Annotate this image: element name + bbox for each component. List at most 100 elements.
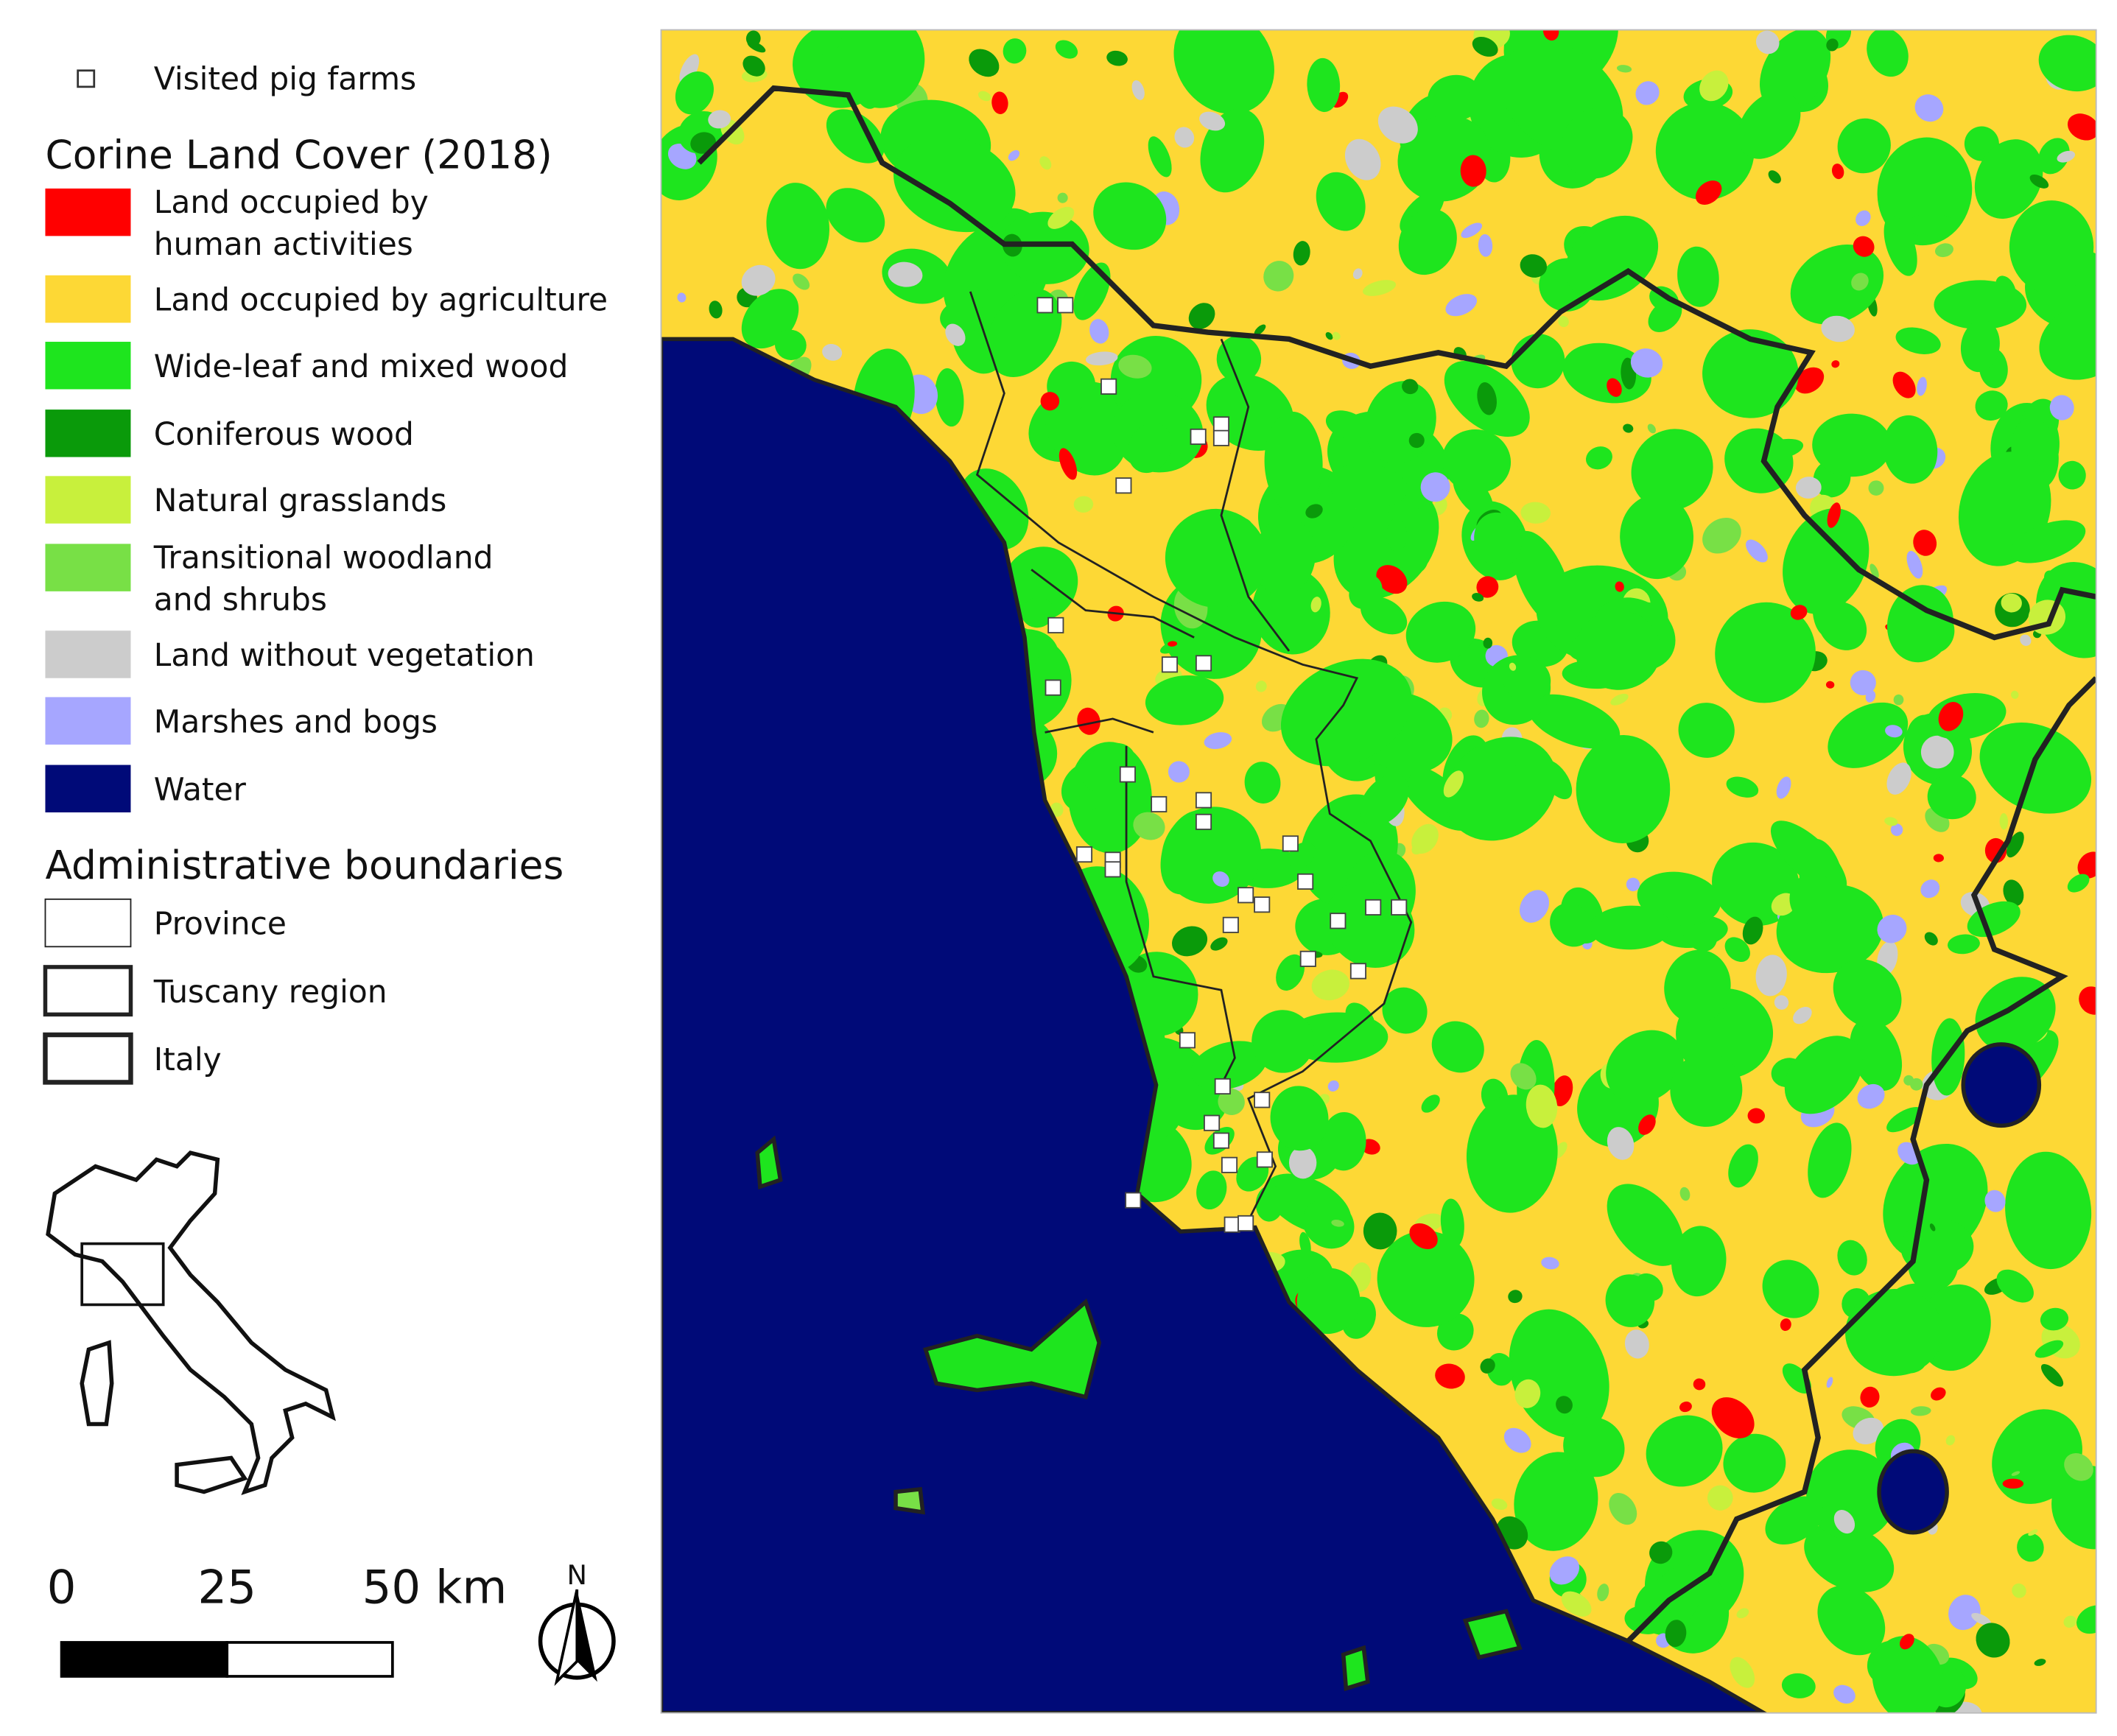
land-patch: [1251, 393, 1274, 420]
land-patch: [1165, 508, 1268, 608]
land-patch: [1913, 530, 1937, 556]
farm: [1045, 679, 1061, 696]
land-patch: [1914, 94, 1944, 122]
land-patch: [1695, 180, 1722, 205]
land-patch: [1190, 1041, 1268, 1090]
farm: [1190, 428, 1207, 445]
land-patch: [1890, 823, 1903, 837]
legend-swatch: [45, 697, 131, 745]
land-patch: [1476, 576, 1499, 598]
land-patch: [804, 43, 882, 87]
land-patch: [1831, 164, 1844, 180]
land-patch: [1906, 214, 1956, 237]
land-patch: [1505, 762, 1551, 809]
land-patch: [1218, 1089, 1245, 1115]
land-patch: [1730, 1656, 1755, 1688]
land-patch: [1883, 415, 1938, 484]
land-patch: [1755, 955, 1787, 997]
farm: [1119, 766, 1136, 783]
farm: [1237, 887, 1254, 904]
land-patch: [1047, 206, 1075, 229]
land-patch: [969, 49, 1000, 77]
land-patch: [1776, 776, 1791, 799]
legend-label: Province: [154, 906, 287, 942]
land-patch: [1590, 905, 1671, 950]
legend-label: Natural grasslands: [154, 482, 446, 519]
land-patch: [2040, 1363, 2064, 1387]
land-patch: [1421, 1094, 1440, 1113]
land-patch: [1509, 662, 1517, 671]
land-patch: [1477, 382, 1497, 415]
land-patch: [1665, 1620, 1687, 1648]
land-patch: [1508, 1290, 1523, 1304]
land-patch: [1264, 411, 1323, 513]
scale-bar: 0 25 50 km: [47, 1561, 507, 1678]
land-patch: [1630, 348, 1663, 378]
farm-symbol: [77, 69, 96, 88]
land-patch: [1833, 959, 1902, 1029]
land-patch: [1976, 1623, 2010, 1658]
land-patch: [1870, 563, 1879, 579]
land-patch: [1474, 709, 1489, 728]
land-patch: [1831, 360, 1840, 368]
land-patch: [1886, 585, 1953, 663]
farms: [1036, 297, 1408, 1233]
land-patch: [1789, 873, 1837, 924]
land-patch: [1556, 1396, 1573, 1414]
farm: [1223, 1216, 1240, 1233]
land-patch: [1411, 823, 1439, 854]
legend-label: Visited pig farms: [154, 61, 416, 97]
land-patch: [1780, 1318, 1791, 1332]
land-patch: [1296, 1268, 1361, 1335]
land-patch: [1782, 1363, 1811, 1394]
land-patch: [1405, 601, 1476, 663]
land-patch: [1903, 1075, 1914, 1086]
land-patch: [945, 323, 966, 346]
land-patch: [1947, 934, 1980, 955]
land-patch: [1212, 871, 1229, 887]
land-patch: [1895, 327, 1941, 354]
land-patch: [2049, 395, 2074, 421]
land-patch: [1251, 1010, 1314, 1073]
land-patch: [679, 54, 700, 85]
land-patch: [1872, 1636, 1945, 1713]
land-patch: [1386, 518, 1407, 552]
land-patch: [1542, 29, 1559, 41]
land-patch: [1979, 722, 2092, 814]
land-patch: [1558, 316, 1569, 328]
land-patch: [1808, 1122, 1852, 1198]
land-patch: [1664, 949, 1731, 1024]
land-patch: [1934, 243, 1953, 258]
land-patch: [675, 71, 714, 115]
land-patch: [1565, 215, 1659, 301]
land-patch: [1255, 681, 1267, 692]
north-arrow: N: [538, 1559, 616, 1687]
land-patch: [1445, 294, 1478, 317]
land-patch: [2006, 832, 2024, 858]
land-patch: [1316, 172, 1366, 231]
land-patch: [1003, 38, 1027, 64]
land-patch: [1783, 508, 1870, 614]
land-patch: [1900, 1634, 1914, 1650]
land-patch: [2037, 138, 2070, 175]
land-patch: [1995, 275, 2016, 302]
land-patch: [1906, 550, 1923, 579]
land-patch: [1293, 241, 1310, 266]
land-patch: [1616, 65, 1632, 73]
land-patch: [1376, 565, 1408, 594]
land-patch: [1960, 320, 2000, 373]
italy-inset: [46, 1150, 336, 1496]
farm: [1047, 616, 1064, 633]
land-patch: [2035, 1340, 2064, 1358]
land-patch: [1055, 40, 1078, 59]
land-patch: [1948, 1595, 1981, 1631]
land-patch: [1363, 1212, 1397, 1250]
legend: Visited pig farms Corine Land Cover (201…: [43, 61, 608, 1085]
land-patch: [1996, 1269, 2034, 1303]
land-patch: [1845, 1289, 1943, 1377]
land-patch: [1671, 1226, 1727, 1297]
land-patch: [1325, 331, 1333, 340]
land-patch: [1770, 820, 1847, 894]
land-patch: [1626, 877, 1640, 892]
land-patch: [1971, 1612, 1991, 1626]
